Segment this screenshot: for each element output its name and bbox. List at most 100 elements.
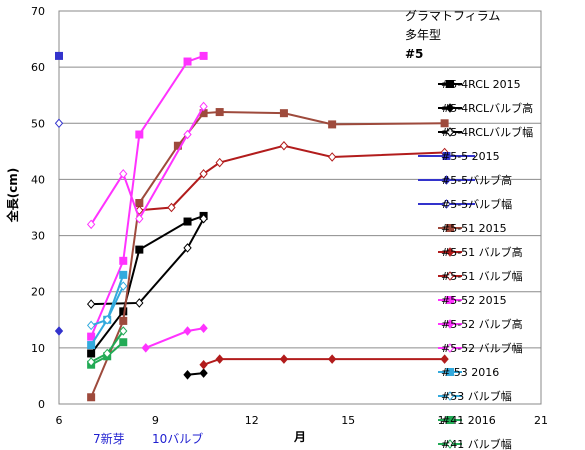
legend-marker	[445, 271, 455, 281]
data-point	[199, 323, 208, 333]
annotation-bulb: 10バルブ	[152, 431, 203, 446]
data-point	[279, 354, 289, 364]
series-3	[55, 51, 63, 60]
data-point	[54, 118, 64, 129]
legend-entry-8: #5-51 バルブ幅	[438, 269, 523, 283]
data-point	[183, 57, 192, 66]
legend-label: #5-4RCLバルブ高	[441, 101, 533, 115]
legend-label: #41 バルブ幅	[441, 437, 512, 450]
legend-marker	[445, 319, 455, 329]
data-point	[135, 213, 144, 224]
data-point	[183, 129, 192, 140]
data-point	[183, 326, 192, 336]
y-tick-label: 30	[31, 230, 45, 243]
legend-label: #5-4RCLバルブ幅	[441, 125, 533, 139]
series-1	[183, 368, 208, 380]
data-point	[119, 326, 128, 336]
y-tick-label: 20	[31, 286, 45, 299]
data-point	[87, 393, 96, 402]
plot-area	[58, 10, 542, 405]
data-point	[103, 315, 112, 325]
legend: #5-4RCL 2015 #5-4RCLバルブ高 #5-4RCLバルブ幅 #5-5 2…	[418, 78, 533, 450]
x-axis-title: 月	[293, 430, 306, 444]
y-tick-labels: 0 10 20 30 40 50 60 70	[31, 5, 45, 411]
x-tick-label: 21	[534, 414, 548, 427]
legend-marker	[442, 199, 451, 209]
legend-marker	[446, 224, 454, 232]
series-15	[86, 326, 128, 367]
legend-label: #5-52 2015	[441, 294, 507, 307]
series-13	[86, 281, 128, 331]
legend-marker	[446, 80, 454, 88]
x-tick-label: 12	[245, 414, 259, 427]
legend-marker	[445, 127, 455, 137]
series-5	[54, 118, 64, 129]
legend-entry-10: #5-52 バルブ高	[438, 317, 523, 331]
legend-label: #5-4RCL 2015	[441, 78, 521, 91]
series-10	[141, 323, 208, 353]
data-point	[215, 108, 224, 117]
data-point	[279, 109, 288, 118]
data-point	[141, 343, 150, 353]
legend-label: #53 バルブ幅	[441, 389, 512, 403]
legend-entry-1: #5-4RCLバルブ高	[438, 101, 533, 115]
data-point	[103, 348, 112, 359]
data-point	[327, 354, 337, 364]
legend-label: #5-52 バルブ高	[441, 317, 523, 331]
legend-entry-15: #41 バルブ幅	[438, 437, 512, 450]
y-tick-label: 10	[31, 342, 45, 355]
data-point	[135, 199, 144, 208]
y-tick-label: 0	[38, 398, 45, 411]
legend-label: #5-51 バルブ高	[441, 245, 523, 259]
data-point	[119, 169, 128, 179]
legend-label: # 53 2016	[441, 366, 499, 379]
legend-marker	[446, 296, 454, 304]
legend-marker	[446, 416, 454, 424]
data-point	[199, 101, 208, 112]
data-point	[55, 51, 63, 60]
y-tick-label: 70	[31, 5, 45, 18]
data-point	[86, 219, 96, 230]
legend-label: #41 2016	[441, 414, 496, 427]
legend-entry-14: #41 2016	[438, 414, 496, 427]
legend-entry-3: #5-5 2015	[418, 150, 500, 163]
data-point	[119, 256, 128, 265]
legend-label: #5-52 バルブ幅	[441, 341, 523, 355]
legend-marker	[445, 343, 455, 353]
data-point	[215, 157, 224, 168]
data-point	[199, 368, 208, 378]
data-point	[279, 140, 289, 151]
legend-entry-2: #5-4RCLバルブ幅	[438, 125, 533, 139]
chart-title-line-3: #5	[405, 47, 423, 61]
data-point	[183, 370, 192, 380]
data-point	[87, 341, 96, 350]
legend-entry-6: #5-51 2015	[438, 222, 507, 235]
chart-title-line-2: 多年型	[405, 28, 441, 42]
series-7	[199, 354, 449, 370]
legend-entry-5: #5-5バルブ幅	[418, 197, 512, 211]
legend-marker	[445, 247, 455, 257]
x-tick-label: 6	[56, 414, 63, 427]
y-tick-label: 50	[31, 117, 45, 130]
data-point	[183, 217, 192, 226]
data-point	[440, 354, 449, 364]
data-point	[86, 357, 96, 367]
data-point	[327, 152, 337, 162]
legend-entry-13: #53 バルブ幅	[438, 389, 512, 403]
data-point	[87, 349, 96, 358]
data-point	[167, 202, 176, 213]
data-point	[199, 169, 208, 179]
legend-label: #5-5 2015	[441, 150, 500, 163]
annotation-new-shoot: 7新芽	[93, 431, 125, 446]
x-tick-label: 9	[152, 414, 159, 427]
data-point	[440, 119, 449, 128]
legend-entry-4: #5-5バルブ高	[418, 173, 512, 187]
y-tick-label: 60	[31, 61, 45, 74]
data-point	[86, 299, 96, 309]
data-point	[86, 320, 96, 331]
series-4	[54, 326, 64, 336]
chart-title-line-1: グラマトフィラム	[405, 9, 500, 23]
legend-marker	[445, 391, 455, 401]
